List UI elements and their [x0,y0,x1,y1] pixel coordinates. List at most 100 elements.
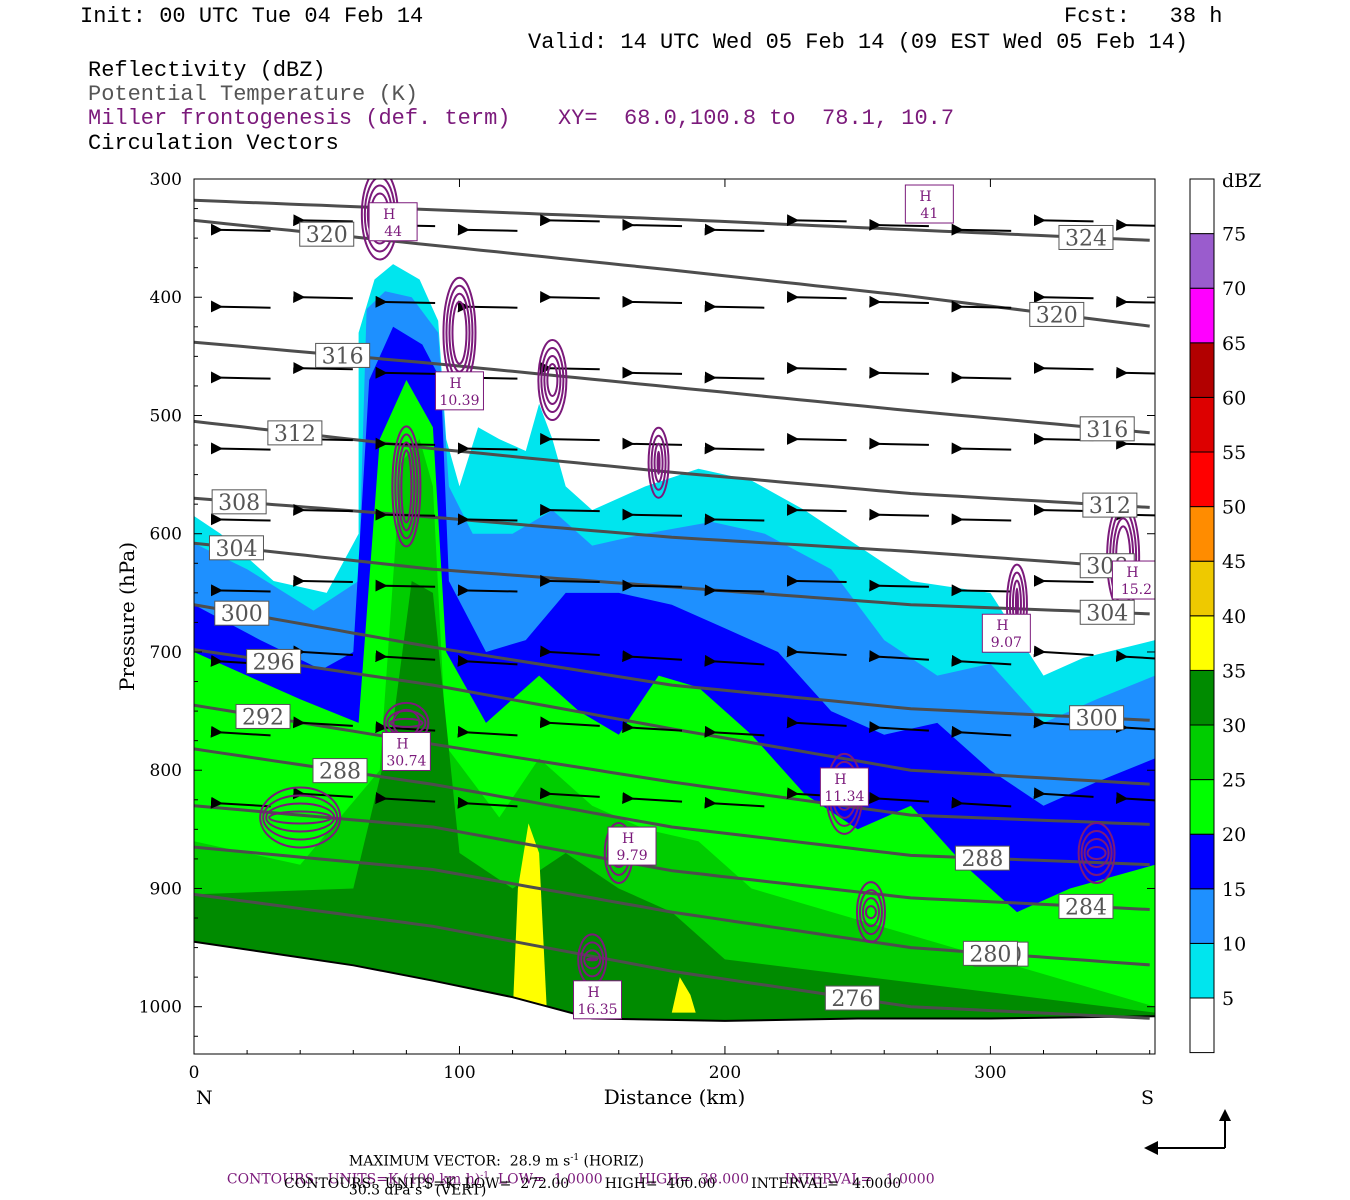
circulation-vector [1033,214,1094,227]
isentrope-292 [194,703,1150,826]
fronto-max-h: H [396,736,408,752]
circulation-vector [622,218,683,231]
isentrope-label-box [1082,492,1138,518]
x-axis-title: Distance (km) [604,1085,746,1109]
isentrope-300 [194,603,1150,722]
isentrope-label-box [1069,705,1125,731]
isentrope-label: 316 [322,344,364,369]
circulation-vector [951,371,1012,384]
y-tick-label: 900 [150,879,182,899]
fronto-max-value: 9.79 [616,848,647,864]
frontogenesis-contour [546,363,559,398]
circulation-vector [293,574,353,587]
fronto-max-h: H [622,831,634,847]
fronto-max-h: H [588,985,600,1001]
isentrope-284 [194,804,1150,911]
circulation-vector [786,574,847,587]
y-tick-label: 500 [150,406,182,426]
max-vector-horiz-value: MAXIMUM VECTOR: 28.9 m s [348,1153,571,1170]
colorbar-segment [1189,178,1215,235]
frontogenesis-contour [1080,829,1113,876]
circulation-vector [1115,792,1155,805]
circulation-vector [457,796,518,809]
circulation-vector [704,513,765,526]
colorbar-segment [1189,997,1215,1054]
circulation-vector [622,579,683,592]
contours-theta-line: CONTOURS: UNITS=K LOW= 272.00 HIGH= 400.… [284,1176,902,1192]
circulation-vector [869,508,929,521]
isentrope-label: 320 [1036,303,1078,328]
circulation-vector [457,223,518,236]
fronto-max-value: 16.35 [577,1002,617,1018]
frontogenesis-contour [656,450,661,475]
max-vector-horiz-exponent: -1 [570,1153,580,1163]
frontogenesis-contour [400,449,413,524]
fronto-max-value: 10.39 [439,393,479,409]
isentrope-296 [194,648,1150,786]
circulation-vector [1033,361,1094,374]
contours-fronto-range: LOW= 1.0000 HIGH= 38.000 INTERVAL= 1.000… [488,1171,935,1188]
y-tick-label: 300 [150,170,182,190]
frontogenesis-contour [391,425,422,548]
circulation-vector [704,300,765,313]
fronto-max-value: 30.74 [386,753,426,769]
circulation-vector [951,513,1012,526]
contours-frontogenesis-line: CONTOURS: UNITS=K (100 km h)-1 LOW= 1.00… [218,1158,935,1187]
circulation-vector [539,645,600,658]
legend-frontogenesis: Miller frontogenesis (def. term) [88,106,511,131]
isentrope-label-box [954,845,1010,871]
circulation-vector [622,295,683,308]
y-tick-label: 700 [150,643,182,663]
colorbar-label: 30 [1222,715,1246,737]
x-tick-label: 200 [709,1063,741,1083]
fronto-max-h: H [1126,565,1138,581]
colorbar-label: 40 [1222,606,1246,628]
circulation-vector [951,442,1012,455]
circulation-vector [622,508,683,521]
isentrope-label-box [1058,224,1114,250]
isentrope-label: 276 [831,987,873,1012]
colorbar-segment [1189,233,1215,289]
circulation-vector [375,366,436,379]
circulation-vector [457,654,518,667]
isentrope-label: 316 [1086,418,1128,443]
isentrope-312 [194,419,1150,509]
circulation-vector [704,371,765,384]
fronto-max-box [434,371,484,411]
circulation-vector [869,437,929,450]
legend-reflectivity: Reflectivity (dBZ) [88,58,326,83]
fronto-max-h: H [834,772,846,788]
isentrope-324 [194,198,1150,242]
circulation-vector [1115,721,1155,734]
isentrope-label: 280 [969,942,1011,967]
frontogenesis-contour [583,949,602,970]
circulation-vector [539,716,600,729]
circulation-vector [539,787,600,800]
colorbar-label: 10 [1222,933,1246,955]
fronto-max-value: 15.2 [1121,582,1152,598]
isentrope-label: 312 [1089,494,1131,519]
contours-fronto-exponent: -1 [480,1171,489,1181]
circulation-vector [293,503,353,516]
circulation-vector [786,716,847,729]
isentrope-label: 324 [1065,226,1107,251]
circulation-vector [1033,645,1094,658]
frontogenesis-contour [1077,821,1116,884]
fronto-max-box [607,826,657,866]
isentrope-label-box [312,758,368,784]
frontogenesis-contour [262,794,339,841]
fronto-max-box [981,613,1031,653]
circulation-vector [1116,218,1155,231]
fronto-max-box [1111,560,1155,600]
max-vector-vert-label: (VERT) [431,1182,487,1199]
circulation-vector [1033,291,1094,304]
frontogenesis-contour [268,810,333,825]
circulation-vector [210,584,271,597]
isentrope-label: 300 [1076,707,1118,732]
isentrope-276 [194,892,1150,1020]
circulation-vector [868,721,929,734]
frontogenesis-contour [864,905,877,920]
circulation-vector [1033,787,1094,800]
circulation-vector [951,796,1012,809]
